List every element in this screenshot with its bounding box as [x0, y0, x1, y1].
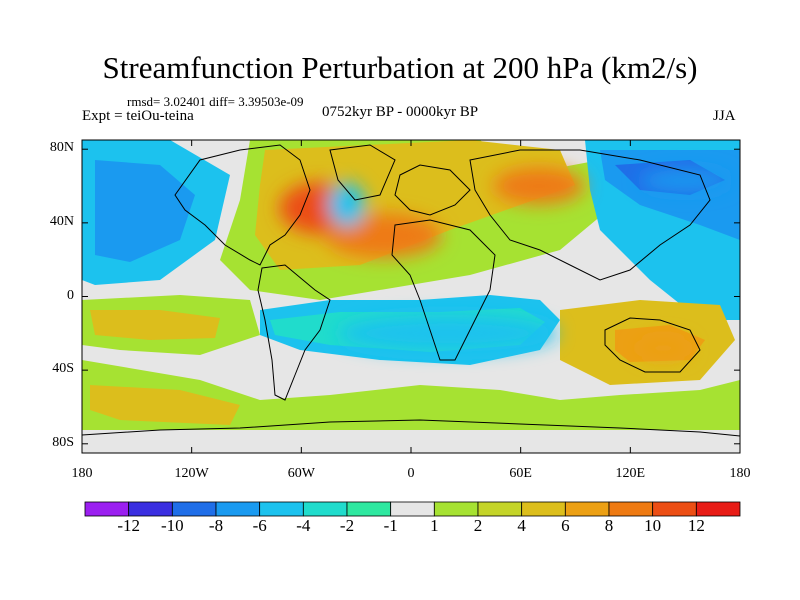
lon-tick-label: 180 — [71, 466, 93, 481]
lon-tick-label: 60E — [509, 466, 532, 481]
coast-asia — [469, 149, 711, 281]
coast-europe — [394, 164, 471, 216]
colorbar-swatch — [608, 501, 654, 517]
colorbar-label: 1 — [430, 516, 439, 535]
coast-south-america — [257, 264, 331, 401]
anomaly-central-atlantic-ridge — [325, 213, 443, 258]
contour-yellow-west — [90, 310, 220, 340]
lat-tick-label: 80N — [49, 140, 74, 156]
colorbar-label: 12 — [687, 516, 705, 535]
lon-tick-label: 180 — [729, 466, 751, 481]
experiment-label: Expt = teiOu-teina — [82, 108, 194, 124]
colorbar-label: 8 — [604, 516, 614, 535]
anomaly-equatorial-low — [337, 314, 558, 352]
lon-tick-label: 0 — [407, 466, 415, 481]
coast-greenland — [329, 144, 396, 201]
coast-north-america — [174, 144, 311, 266]
stats-line: rmsd= 3.02401 diff= 3.39503e-09 — [127, 94, 304, 109]
colorbar-swatch — [346, 501, 392, 517]
lat-tick-label: 40S — [52, 361, 74, 377]
contour-green-south-band — [82, 360, 740, 430]
season-label: JJA — [713, 108, 736, 124]
period-label: 0752kyr BP - 0000kyr BP — [322, 104, 479, 120]
axis-ticks — [81, 140, 741, 453]
colorbar-label: -4 — [296, 516, 311, 535]
colorbar-label: -12 — [117, 516, 140, 535]
colorbar-swatch — [652, 501, 697, 517]
coastlines — [82, 144, 740, 437]
coast-antarctica — [82, 419, 740, 437]
anomaly-australia-high — [635, 337, 691, 360]
coast-australia — [604, 317, 701, 373]
lon-tick-label: 120W — [174, 466, 209, 481]
colorbar-swatch — [84, 501, 130, 517]
lat-tick-label: 0 — [67, 287, 74, 303]
anomaly-greenland-low — [328, 182, 366, 227]
colorbar-swatch — [433, 501, 479, 517]
contour-yellow-southwest — [90, 385, 240, 425]
page-title: Streamfunction Perturbation at 200 hPa (… — [102, 50, 698, 85]
colorbar-swatch — [128, 501, 173, 517]
lon-tick-label: 120E — [615, 466, 646, 481]
colorbar-swatch — [215, 501, 261, 517]
colorbar-swatch — [390, 501, 435, 517]
coast-africa — [391, 219, 496, 361]
anomaly-centers — [279, 167, 731, 360]
colorbar-label: 10 — [644, 516, 662, 535]
colorbar-swatch — [259, 501, 304, 517]
contour-blue-northwest-core — [95, 160, 195, 262]
colorbar-label: -2 — [339, 516, 355, 535]
colorbar — [84, 501, 741, 517]
map-plot-area — [82, 140, 740, 453]
colorbar-label: 2 — [473, 516, 483, 535]
anomaly-eurasia-high — [493, 167, 585, 205]
colorbar-label: -1 — [383, 516, 398, 535]
colorbar-swatch — [477, 501, 523, 517]
colorbar-label: -8 — [208, 516, 224, 535]
colorbar-swatch — [171, 501, 217, 517]
colorbar-swatch — [564, 501, 610, 517]
lat-tick-label: 40N — [49, 213, 74, 229]
colorbar-label: -6 — [252, 516, 267, 535]
colorbar-label: 6 — [561, 516, 570, 535]
lon-tick-label: 60W — [287, 466, 315, 481]
colorbar-swatch — [521, 501, 566, 517]
lat-tick-label: 80S — [52, 434, 74, 450]
colorbar-swatch — [695, 501, 741, 517]
colorbar-label: 4 — [517, 516, 526, 535]
anomaly-north-pacific-low — [639, 169, 731, 192]
colorbar-label: -10 — [160, 516, 184, 535]
colorbar-swatch — [302, 501, 348, 517]
